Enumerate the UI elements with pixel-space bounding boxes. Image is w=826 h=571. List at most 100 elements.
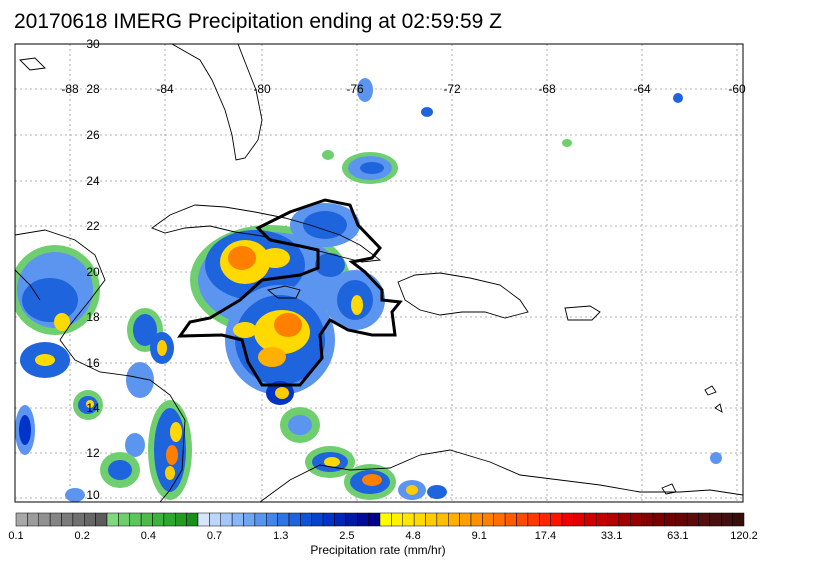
lat-label: 24 (86, 174, 100, 188)
lon-label: -84 (156, 82, 174, 96)
colorbar-swatch (550, 512, 563, 527)
colorbar-swatch (106, 512, 119, 527)
colorbar-swatch (231, 512, 244, 527)
lat-label: 14 (86, 401, 100, 415)
colorbar-swatch (186, 512, 199, 527)
colorbar (15, 512, 745, 527)
colorbar-swatch (630, 512, 642, 527)
colorbar-swatch (618, 512, 631, 527)
colorbar-swatch (129, 512, 142, 527)
colorbar-swatch (84, 512, 96, 527)
colorbar-swatch (459, 512, 472, 527)
colorbar-swatch (664, 512, 676, 527)
lat-label: 20 (86, 265, 100, 279)
colorbar-title: Precipitation rate (mm/hr) (310, 543, 446, 557)
colorbar-swatch (584, 512, 597, 527)
lon-label: -64 (633, 82, 651, 96)
colorbar-tick-label: 4.8 (405, 530, 421, 542)
colorbar-swatch (413, 512, 426, 527)
colorbar-tick-label: 2.5 (339, 530, 355, 542)
colorbar-swatch (266, 512, 278, 527)
colorbar-swatch (527, 512, 540, 527)
coastlines (15, 44, 743, 502)
threat-area-outline (177, 198, 403, 387)
colorbar-swatch (675, 512, 688, 527)
colorbar-tick-label: 9.1 (471, 530, 487, 542)
lat-label: 26 (86, 128, 100, 142)
map-border (14, 43, 744, 503)
colorbar-swatch (436, 512, 449, 527)
map-frame (15, 44, 743, 502)
lat-label: 10 (86, 488, 100, 502)
colorbar-swatch (470, 512, 483, 527)
lat-label: 30 (86, 37, 100, 51)
colorbar-swatch (357, 512, 369, 527)
colorbar-swatch (709, 512, 722, 527)
colorbar-swatch (448, 512, 460, 527)
map-title: 20170618 IMERG Precipitation ending at 0… (14, 10, 502, 33)
colorbar-swatch (49, 512, 62, 527)
colorbar-swatch (607, 512, 620, 527)
colorbar-tick-label: 0.2 (74, 530, 90, 542)
colorbar-swatch (197, 512, 210, 527)
lon-label: -88 (61, 82, 79, 96)
lon-label: -68 (538, 82, 556, 96)
colorbar-swatch (345, 512, 358, 527)
colorbar-swatch (209, 512, 221, 527)
colorbar-swatch (573, 512, 585, 527)
colorbar-swatch (482, 512, 494, 527)
colorbar-swatch (95, 512, 108, 527)
lat-label: 18 (86, 310, 100, 324)
colorbar-swatch (379, 512, 392, 527)
colorbar-swatch (698, 512, 711, 527)
colorbar-tick-label: 0.7 (206, 530, 223, 542)
colorbar-swatch (300, 512, 312, 527)
colorbar-swatch (254, 512, 267, 527)
colorbar-swatch (61, 512, 74, 527)
colorbar-swatch (322, 512, 335, 527)
colorbar-swatch (163, 512, 176, 527)
lon-label: -72 (443, 82, 461, 96)
colorbar-tick-label: 63.1 (667, 530, 689, 542)
colorbar-swatch (391, 512, 403, 527)
colorbar-swatch (516, 512, 529, 527)
colorbar-swatch (595, 512, 608, 527)
lon-label: -60 (728, 82, 746, 96)
colorbar-swatch (561, 512, 574, 527)
lat-label: 28 (86, 82, 100, 96)
colorbar-tick-label: 1.3 (273, 530, 289, 542)
lat-label: 22 (86, 219, 100, 233)
colorbar-swatch (721, 512, 733, 527)
lat-label: 16 (86, 356, 100, 370)
colorbar-swatch (72, 512, 85, 527)
colorbar-swatch (243, 512, 256, 527)
precipitation-field (15, 78, 722, 502)
colorbar-swatch (504, 512, 517, 527)
colorbar-swatch (334, 512, 347, 527)
colorbar-swatch (402, 512, 415, 527)
colorbar-swatch (641, 512, 654, 527)
colorbar-swatch (15, 512, 28, 527)
colorbar-tick-label: 33.1 (600, 530, 623, 542)
colorbar-swatch (732, 512, 745, 527)
colorbar-swatch (152, 512, 165, 527)
colorbar-swatch (277, 512, 290, 527)
lat-label: 12 (86, 446, 100, 460)
lon-label: -80 (253, 82, 271, 96)
colorbar-swatch (118, 512, 130, 527)
lon-label: -76 (346, 82, 364, 96)
colorbar-swatch (140, 512, 153, 527)
latitude-labels: 30 28 26 24 22 20 18 16 14 12 10 (86, 37, 100, 502)
colorbar-swatch (38, 512, 51, 527)
colorbar-tick-label: 17.4 (534, 530, 557, 542)
colorbar-swatch (425, 512, 438, 527)
colorbar-swatch (652, 512, 665, 527)
colorbar-swatch (288, 512, 301, 527)
colorbar-tick-label: 0.1 (8, 530, 24, 542)
colorbar-tick-label: 120.2 (730, 530, 758, 542)
colorbar-tick-label: 0.4 (140, 530, 157, 542)
colorbar-swatch (686, 512, 699, 527)
colorbar-swatch (175, 512, 187, 527)
colorbar-swatch (27, 512, 39, 527)
